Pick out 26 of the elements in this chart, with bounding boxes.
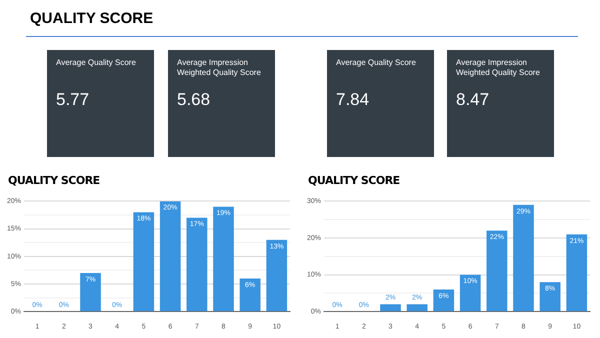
text: QUALITY SCORE — [30, 10, 154, 27]
bar — [566, 234, 588, 312]
bar — [460, 274, 481, 312]
text: 5.77 — [56, 90, 90, 110]
bar — [186, 218, 208, 312]
bar — [266, 240, 288, 312]
text: Average Impression Weighted Quality Score — [177, 58, 262, 79]
bar — [406, 304, 428, 312]
text: Average Impression Weighted Quality Score — [456, 58, 541, 79]
bar — [133, 212, 154, 312]
text: 7.84 — [336, 90, 370, 110]
text: 8.47 — [456, 90, 490, 110]
bar — [486, 230, 508, 312]
bar — [513, 204, 534, 312]
bar — [540, 282, 560, 312]
text: Average Quality Score — [336, 58, 417, 69]
text: 5.68 — [177, 90, 212, 110]
bar — [240, 278, 260, 312]
bar — [80, 272, 101, 312]
chart-title: QUALITY SCORE — [308, 174, 400, 187]
chart-title: QUALITY SCORE — [8, 174, 100, 187]
bar — [433, 290, 454, 312]
bar — [380, 304, 401, 312]
bar — [160, 201, 181, 312]
bar — [213, 206, 234, 312]
text: Average Quality Score — [56, 58, 137, 69]
